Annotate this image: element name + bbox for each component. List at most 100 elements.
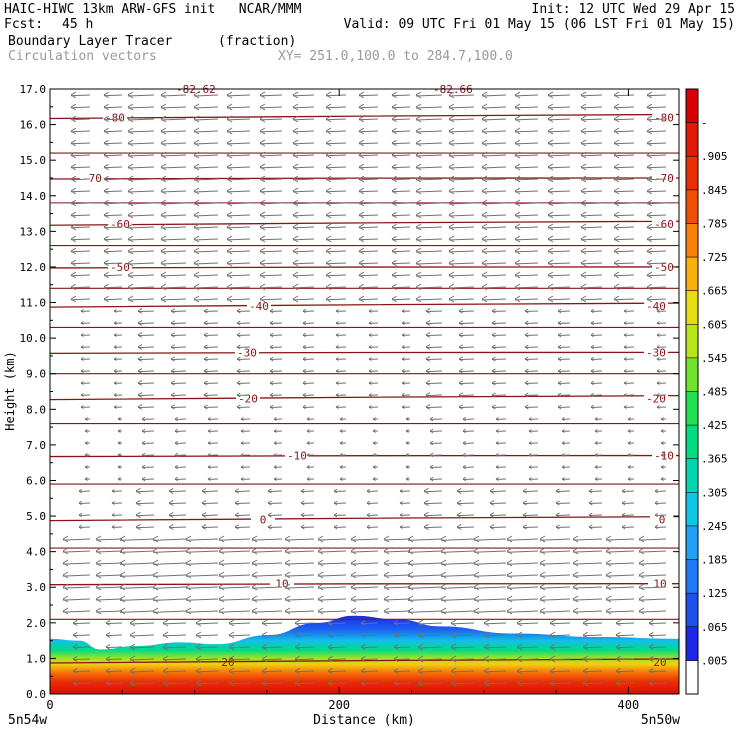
circulation-vector [547, 295, 571, 303]
circulation-vector [113, 381, 123, 385]
circulation-vector [429, 440, 443, 446]
circulation-vector [292, 295, 315, 303]
isotherm-label-bg [648, 577, 672, 589]
circulation-vector [228, 655, 251, 663]
circulation-vector [240, 465, 251, 469]
circulation-vector [72, 656, 91, 662]
circulation-vector [119, 547, 155, 555]
circulation-vector [491, 380, 507, 386]
circulation-vector [489, 524, 507, 530]
circulation-vector [582, 655, 603, 663]
circulation-vector [193, 103, 219, 111]
circulation-vector [234, 500, 251, 506]
circulation-vector [160, 283, 187, 291]
circulation-vector [300, 500, 315, 506]
circulation-vector [302, 320, 315, 326]
y-tick-label: 8.0 [26, 403, 46, 416]
circulation-vector [251, 547, 283, 555]
y-tick-label: 16.0 [20, 119, 47, 132]
circulation-vector [162, 631, 187, 639]
circulation-vector [302, 356, 315, 362]
circulation-vector [417, 643, 443, 651]
circulation-vector [572, 607, 603, 615]
circulation-vector [557, 368, 571, 374]
circulation-vector [524, 344, 539, 350]
colorbar-swatch [686, 290, 698, 325]
circulation-vector [415, 259, 443, 267]
circulation-vector [549, 631, 571, 639]
circulation-vector [613, 259, 635, 267]
vector-name: Circulation vectors [8, 49, 157, 64]
circulation-vector [160, 91, 187, 99]
init-time: Init: 12 UTC Wed 29 Apr 15 [531, 2, 736, 17]
circulation-vector [423, 499, 443, 507]
circulation-vector [594, 465, 603, 469]
circulation-vector [391, 223, 411, 231]
circulation-vector [481, 139, 507, 147]
circulation-vector [368, 357, 379, 361]
isotherm-line-minor [50, 547, 679, 549]
circulation-vector [137, 332, 155, 338]
circulation-vector [185, 535, 219, 543]
circulation-vector [557, 308, 571, 314]
colorbar-label: .305 [701, 486, 728, 499]
circulation-vector [415, 127, 443, 135]
circulation-vector [152, 535, 187, 543]
circulation-vector [267, 524, 283, 530]
circulation-vector [557, 404, 571, 410]
colorbar-label: .785 [701, 217, 728, 230]
circulation-vector [105, 668, 123, 674]
fcst-label: Fcst: [4, 17, 44, 32]
circulation-vector [415, 115, 443, 123]
circulation-vector [62, 559, 91, 567]
circulation-vector [325, 163, 347, 171]
circulation-vector [358, 139, 379, 147]
circulation-vector [605, 559, 635, 567]
circulation-vector [516, 667, 539, 675]
circulation-vector [646, 295, 667, 303]
circulation-vector [423, 487, 443, 495]
isotherm-line [50, 302, 679, 308]
y-tick-label: 17.0 [20, 83, 47, 96]
isotherm-label: 20 [653, 656, 666, 669]
circulation-vector [226, 91, 251, 99]
circulation-vector [656, 333, 667, 337]
circulation-vector [415, 295, 443, 303]
circulation-vector [358, 187, 379, 195]
circulation-vector [522, 500, 539, 506]
circulation-vector [368, 345, 379, 349]
circulation-vector [448, 163, 475, 171]
isotherm-line [50, 113, 679, 120]
y-tick-label: 14.0 [20, 190, 47, 203]
circulation-vector [70, 187, 91, 195]
circulation-vector [113, 321, 123, 325]
isotherm-label: 10 [275, 578, 288, 591]
circulation-vector [259, 115, 283, 123]
circulation-vector [339, 477, 347, 481]
circulation-vector [440, 571, 475, 579]
colorbar-swatch [686, 559, 698, 594]
circulation-vector [95, 547, 123, 555]
isotherm-label-bg [652, 171, 676, 183]
circulation-vector [613, 295, 635, 303]
circulation-vector [506, 583, 539, 591]
circulation-vector [113, 369, 123, 373]
circulation-vector [292, 175, 315, 183]
colorbar-swatch [686, 156, 698, 191]
circulation-vector [393, 668, 411, 674]
circulation-vector [557, 332, 571, 338]
circulation-vector [458, 308, 475, 314]
circulation-vector [407, 607, 443, 615]
isotherm-label: -60 [654, 218, 674, 231]
circulation-vector [234, 488, 251, 494]
circulation-vector [372, 465, 379, 469]
circulation-vector [129, 619, 155, 627]
circulation-vector [473, 571, 507, 579]
y-tick-label: 2.0 [26, 617, 46, 630]
circulation-vector [218, 535, 251, 543]
circulation-vector [259, 91, 283, 99]
colorbar-label: .125 [701, 587, 728, 600]
circulation-vector [623, 357, 635, 361]
circulation-vector [588, 500, 603, 506]
circulation-vector [481, 271, 507, 279]
